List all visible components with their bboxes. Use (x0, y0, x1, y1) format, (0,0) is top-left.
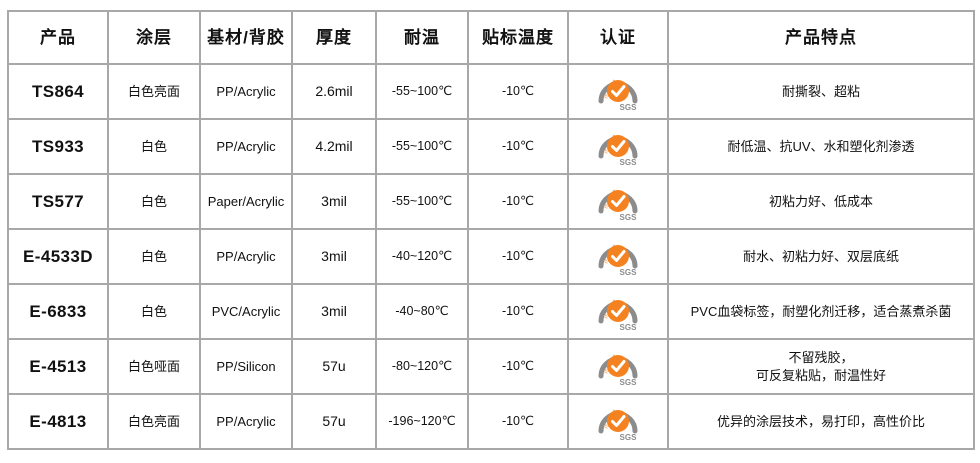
cell-features: 初粘力好、低成本 (667, 173, 975, 230)
cell-coating: 白色 (107, 228, 201, 285)
sgs-certification-icon: ISO 9001 SGS (595, 181, 641, 223)
cell-base-adhesive: PP/Acrylic (199, 228, 293, 285)
column-header-temperature: 耐温 (375, 10, 469, 65)
sgs-certification-icon: ISO 9001 SGS (595, 71, 641, 113)
product-spec-table: 产品 涂层 基材/背胶 厚度 耐温 贴标温度 认证 产品特点 TS864 白色亮面… (7, 10, 975, 450)
feature-line: 优异的涂层技术，易打印，高性价比 (716, 413, 925, 429)
column-header-certification: 认证 (567, 10, 669, 65)
table-row: E-6833 白色 PVC/Acrylic 3mil -40~80℃ -10℃ ISO 90… (7, 283, 975, 340)
cell-base-adhesive: PP/Silicon (199, 338, 293, 395)
cell-certification: ISO 9001 SGS (567, 173, 669, 230)
cell-base-adhesive: PP/Acrylic (199, 118, 293, 175)
cell-thickness: 57u (291, 338, 377, 395)
svg-text:SGS: SGS (620, 378, 638, 387)
feature-line: PVC血袋标签，耐塑化剂迁移，适合蒸煮杀菌 (690, 303, 952, 319)
cell-label-temperature: -10℃ (467, 118, 569, 175)
cell-features: 耐水、初粘力好、双层底纸 (667, 228, 975, 285)
cell-temperature-range: -55~100℃ (375, 118, 469, 175)
cell-coating: 白色哑面 (107, 338, 201, 395)
cell-thickness: 3mil (291, 173, 377, 230)
cell-label-temperature: -10℃ (467, 393, 569, 450)
cell-coating: 白色亮面 (107, 63, 201, 120)
sgs-certification-icon: ISO 9001 SGS (595, 346, 641, 388)
cell-base-adhesive: Paper/Acrylic (199, 173, 293, 230)
sgs-certification-icon: ISO 9001 SGS (595, 291, 641, 333)
cell-product-code: E-4513 (7, 338, 109, 395)
cell-temperature-range: -40~80℃ (375, 283, 469, 340)
cell-temperature-range: -40~120℃ (375, 228, 469, 285)
cell-label-temperature: -10℃ (467, 338, 569, 395)
cell-base-adhesive: PP/Acrylic (199, 393, 293, 450)
table-header-row: 产品 涂层 基材/背胶 厚度 耐温 贴标温度 认证 产品特点 (7, 10, 975, 65)
cell-product-code: E-4813 (7, 393, 109, 450)
cell-features: PVC血袋标签，耐塑化剂迁移，适合蒸煮杀菌 (667, 283, 975, 340)
column-header-thickness: 厚度 (291, 10, 377, 65)
cell-thickness: 57u (291, 393, 377, 450)
cell-coating: 白色 (107, 173, 201, 230)
cell-certification: ISO 9001 SGS (567, 228, 669, 285)
cell-thickness: 2.6mil (291, 63, 377, 120)
column-header-label-temperature: 贴标温度 (467, 10, 569, 65)
cell-temperature-range: -55~100℃ (375, 63, 469, 120)
cell-temperature-range: -55~100℃ (375, 173, 469, 230)
sgs-certification-icon: ISO 9001 SGS (595, 236, 641, 278)
table-body: TS864 白色亮面 PP/Acrylic 2.6mil -55~100℃ -10℃ ISO… (7, 63, 975, 450)
feature-line: 耐低温、抗UV、水和塑化剂渗透 (727, 138, 915, 154)
cell-temperature-range: -196~120℃ (375, 393, 469, 450)
feature-line: 耐水、初粘力好、双层底纸 (742, 248, 899, 264)
cell-base-adhesive: PVC/Acrylic (199, 283, 293, 340)
cell-thickness: 3mil (291, 228, 377, 285)
svg-text:SGS: SGS (620, 103, 638, 112)
cell-product-code: TS864 (7, 63, 109, 120)
table-row: TS933 白色 PP/Acrylic 4.2mil -55~100℃ -10℃ ISO 9… (7, 118, 975, 175)
column-header-features: 产品特点 (667, 10, 975, 65)
cell-certification: ISO 9001 SGS (567, 393, 669, 450)
table-row: E-4513 白色哑面 PP/Silicon 57u -80~120℃ -10℃ ISO 9… (7, 338, 975, 395)
column-header-base: 基材/背胶 (199, 10, 293, 65)
cell-product-code: TS577 (7, 173, 109, 230)
cell-thickness: 4.2mil (291, 118, 377, 175)
cell-features: 耐低温、抗UV、水和塑化剂渗透 (667, 118, 975, 175)
cell-certification: ISO 9001 SGS (567, 118, 669, 175)
product-spec-table-container: 产品 涂层 基材/背胶 厚度 耐温 贴标温度 认证 产品特点 TS864 白色亮面… (7, 10, 975, 456)
cell-coating: 白色 (107, 283, 201, 340)
cell-product-code: E-4533D (7, 228, 109, 285)
cell-certification: ISO 9001 SGS (567, 283, 669, 340)
feature-line: 耐撕裂、超粘 (781, 83, 860, 99)
sgs-certification-icon: ISO 9001 SGS (595, 126, 641, 168)
cell-features: 耐撕裂、超粘 (667, 63, 975, 120)
table-row: TS577 白色 Paper/Acrylic 3mil -55~100℃ -10℃ ISO … (7, 173, 975, 230)
sgs-certification-icon: ISO 9001 SGS (595, 401, 641, 443)
svg-text:SGS: SGS (620, 323, 638, 332)
feature-line: 可反复粘贴，耐温性好 (755, 367, 886, 383)
svg-text:SGS: SGS (620, 213, 638, 222)
cell-label-temperature: -10℃ (467, 173, 569, 230)
table-header: 产品 涂层 基材/背胶 厚度 耐温 贴标温度 认证 产品特点 (7, 10, 975, 65)
cell-product-code: TS933 (7, 118, 109, 175)
cell-certification: ISO 9001 SGS (567, 63, 669, 120)
table-row: E-4533D 白色 PP/Acrylic 3mil -40~120℃ -10℃ ISO 9… (7, 228, 975, 285)
table-row: E-4813 白色亮面 PP/Acrylic 57u -196~120℃ -10℃ ISO … (7, 393, 975, 450)
cell-certification: ISO 9001 SGS (567, 338, 669, 395)
cell-product-code: E-6833 (7, 283, 109, 340)
column-header-product: 产品 (7, 10, 109, 65)
cell-label-temperature: -10℃ (467, 283, 569, 340)
cell-temperature-range: -80~120℃ (375, 338, 469, 395)
cell-coating: 白色 (107, 118, 201, 175)
column-header-coating: 涂层 (107, 10, 201, 65)
svg-text:SGS: SGS (620, 268, 638, 277)
svg-text:SGS: SGS (620, 158, 638, 167)
cell-label-temperature: -10℃ (467, 63, 569, 120)
cell-features: 不留残胶， 可反复粘贴，耐温性好 (667, 338, 975, 395)
cell-features: 优异的涂层技术，易打印，高性价比 (667, 393, 975, 450)
cell-base-adhesive: PP/Acrylic (199, 63, 293, 120)
svg-text:SGS: SGS (620, 433, 638, 442)
cell-coating: 白色亮面 (107, 393, 201, 450)
table-row: TS864 白色亮面 PP/Acrylic 2.6mil -55~100℃ -10℃ ISO… (7, 63, 975, 120)
feature-line: 初粘力好、低成本 (768, 193, 873, 209)
cell-thickness: 3mil (291, 283, 377, 340)
cell-label-temperature: -10℃ (467, 228, 569, 285)
feature-line: 不留残胶， (788, 349, 854, 365)
